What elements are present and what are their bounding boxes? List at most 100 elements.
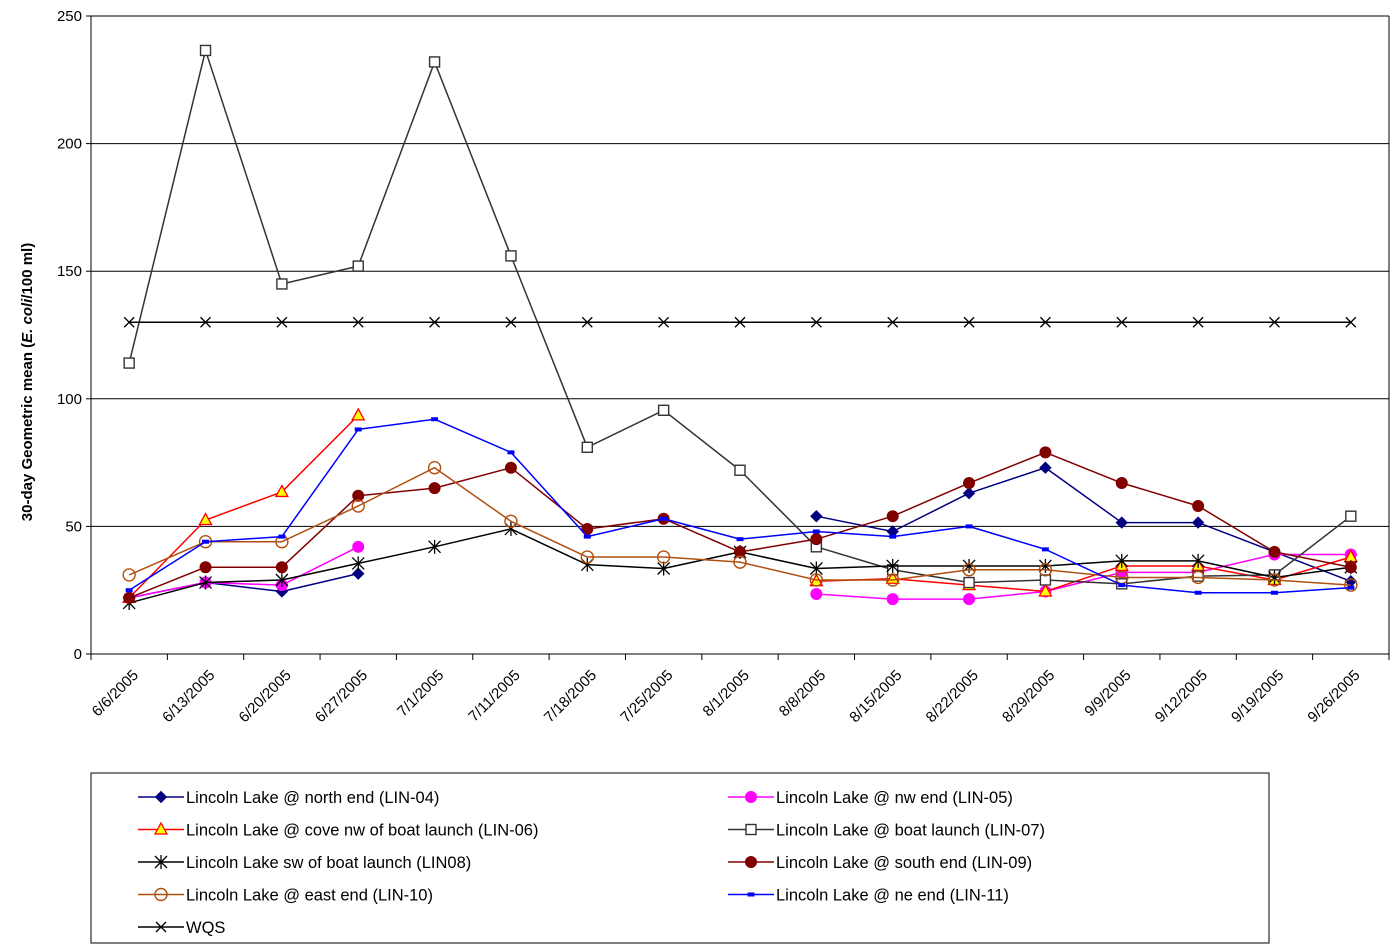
y-axis-label: 30-day Geometric mean (E. coli/100 ml) [19,243,36,521]
series-1 [122,461,1358,605]
data-point [886,558,900,573]
legend-label: Lincoln Lake sw of boat launch (LIN08) [186,854,471,872]
data-point [123,591,136,604]
data-point [504,461,517,474]
data-point [198,512,213,526]
legend-entry-5: Lincoln Lake sw of boat launch (LIN08) [138,854,471,872]
legend: Lincoln Lake @ north end (LIN-04) Lincoln… [90,772,1270,944]
data-point [122,568,136,582]
data-point [154,855,168,869]
data-point [1191,553,1205,568]
data-point [1115,477,1128,490]
marker-stroke [887,316,899,328]
data-point [962,563,976,577]
data-point [1039,446,1052,459]
data-point [351,407,366,421]
marker-stroke [155,921,167,933]
x-tick-label: 9/9/2005 [1081,667,1134,720]
data-point [1191,516,1205,529]
x-tick-label: 9/12/2005 [1152,667,1211,726]
data-point [963,477,976,490]
series-line [129,546,359,599]
series-8 [125,417,1355,595]
x-tick-label: 8/29/2005 [999,667,1058,726]
data-point [1344,578,1358,592]
data-point [352,316,364,328]
axes: 0 50 100 150 200 250 6/6/2005 6/13/2005 6/20/200… [57,8,1390,726]
data-point [965,524,973,529]
data-point [1039,574,1052,586]
data-point [583,534,591,539]
legend-label: Lincoln Lake @ north end (LIN-04) [186,789,439,807]
x-tick-label: 9/19/2005 [1228,667,1287,726]
series-3 [122,407,1358,604]
data-point [123,357,135,369]
legend-label: Lincoln Lake @ south end (LIN-09) [776,854,1032,872]
data-point [812,529,820,534]
x-tick-label: 6/20/2005 [236,667,295,726]
data-point [581,441,593,453]
data-point [275,572,289,587]
data-point [352,489,365,502]
y-tick-label-150: 150 [57,263,82,280]
legend-entry-7: Lincoln Lake @ east end (LIN-10) [138,887,433,905]
marker-stroke [276,316,288,328]
y-tick-label-200: 200 [57,136,82,153]
data-point [428,482,441,495]
data-point [1270,590,1278,595]
data-point [736,537,744,542]
x-tick-label: 8/15/2005 [846,667,905,726]
y-tick-label-50: 50 [65,518,82,535]
marker-stroke [1116,316,1128,328]
legend-entry-2: Lincoln Lake @ nw end (LIN-05) [728,789,1013,807]
data-point [427,461,442,475]
data-point [155,921,167,933]
data-point [1268,545,1281,558]
data-point [734,316,746,328]
legend-label: Lincoln Lake @ ne end (LIN-11) [776,887,1009,905]
marker-stroke [200,316,211,328]
data-point [275,561,288,574]
series-9 [123,316,1357,328]
data-point [1039,316,1051,328]
data-point [963,593,976,606]
legend-entry-6: Lincoln Lake @ south end (LIN-09) [728,854,1032,872]
data-point [1041,547,1049,552]
data-point [354,427,362,432]
data-point [810,588,823,601]
data-point [1039,461,1052,474]
y-tick-label-250: 250 [57,8,82,25]
data-point [1116,316,1128,328]
gridlines [91,15,1389,527]
data-point [581,316,593,328]
x-tick-label: 7/25/2005 [617,667,676,726]
legend-label: Lincoln Lake @ east end (LIN-10) [186,887,433,905]
data-point [733,555,747,569]
data-point [810,533,823,546]
marker-stroke [1269,316,1280,328]
legend-entry-8: Lincoln Lake @ ne end (LIN-11) [728,887,1009,905]
data-point [504,514,518,528]
data-point [581,522,594,535]
x-tick-label: 8/22/2005 [923,667,982,726]
legend-label: WQS [186,919,225,937]
data-point [199,575,212,590]
marker-stroke [429,316,441,328]
data-point [352,260,364,272]
data-point [734,545,746,558]
data-point [580,550,594,564]
data-point [658,316,670,328]
marker-stroke [1039,316,1051,328]
data-point [747,892,755,897]
data-point [278,534,286,539]
data-point [1267,573,1282,587]
series [122,44,1358,610]
x-tick-label: 8/1/2005 [700,667,753,720]
marker-stroke [352,316,364,328]
marker-stroke [963,316,975,328]
series-4 [123,44,1357,590]
data-point [276,278,288,290]
data-point [1192,499,1205,512]
x-tick-label: 7/18/2005 [541,667,600,726]
